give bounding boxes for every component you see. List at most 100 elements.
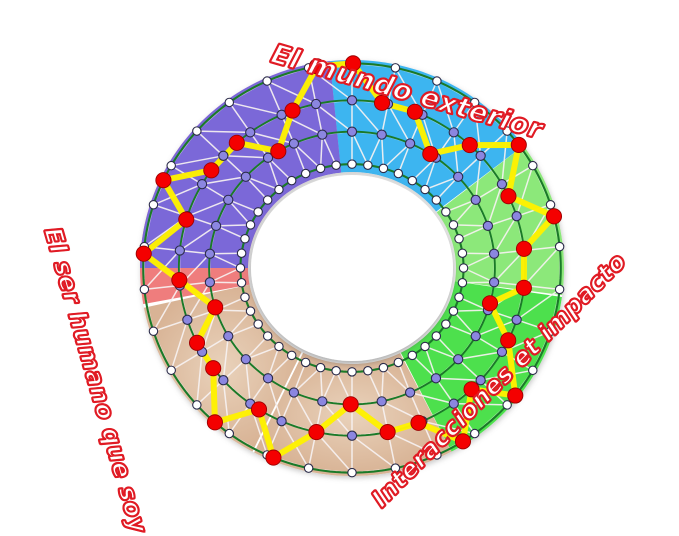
node-ring2[interactable] bbox=[512, 315, 521, 324]
node-selected[interactable] bbox=[208, 300, 223, 315]
node-ring0[interactable] bbox=[432, 332, 440, 340]
node-ring0[interactable] bbox=[241, 235, 249, 243]
node-ring1[interactable] bbox=[377, 130, 386, 139]
node-selected[interactable] bbox=[309, 425, 324, 440]
node-ring3[interactable] bbox=[225, 98, 233, 106]
node-ring1[interactable] bbox=[406, 388, 415, 397]
node-ring0[interactable] bbox=[316, 164, 324, 172]
node-ring3[interactable] bbox=[140, 285, 148, 293]
node-ring2[interactable] bbox=[449, 128, 458, 137]
node-ring0[interactable] bbox=[408, 176, 416, 184]
node-ring0[interactable] bbox=[246, 307, 254, 315]
node-ring0[interactable] bbox=[379, 164, 387, 172]
node-ring1[interactable] bbox=[454, 355, 463, 364]
node-ring0[interactable] bbox=[449, 307, 457, 315]
node-selected[interactable] bbox=[179, 212, 194, 227]
node-selected[interactable] bbox=[271, 144, 286, 159]
node-ring3[interactable] bbox=[529, 161, 537, 169]
node-ring1[interactable] bbox=[483, 221, 492, 230]
node-ring1[interactable] bbox=[431, 374, 440, 383]
node-ring1[interactable] bbox=[263, 374, 272, 383]
node-ring0[interactable] bbox=[455, 293, 463, 301]
node-selected[interactable] bbox=[343, 397, 358, 412]
node-ring0[interactable] bbox=[275, 185, 283, 193]
node-ring0[interactable] bbox=[332, 161, 340, 169]
node-ring3[interactable] bbox=[546, 201, 554, 209]
node-ring2[interactable] bbox=[183, 315, 192, 324]
node-ring0[interactable] bbox=[394, 358, 402, 366]
node-ring0[interactable] bbox=[263, 332, 271, 340]
node-ring2[interactable] bbox=[347, 96, 356, 105]
node-selected[interactable] bbox=[156, 173, 171, 188]
node-ring0[interactable] bbox=[241, 293, 249, 301]
node-ring2[interactable] bbox=[497, 180, 506, 189]
node-ring3[interactable] bbox=[348, 468, 356, 476]
node-ring0[interactable] bbox=[287, 176, 295, 184]
node-ring3[interactable] bbox=[263, 77, 271, 85]
node-ring0[interactable] bbox=[287, 351, 295, 359]
node-ring0[interactable] bbox=[364, 161, 372, 169]
node-ring0[interactable] bbox=[442, 320, 450, 328]
node-ring0[interactable] bbox=[301, 169, 309, 177]
node-ring0[interactable] bbox=[394, 169, 402, 177]
node-ring0[interactable] bbox=[236, 264, 244, 272]
node-ring2[interactable] bbox=[246, 128, 255, 137]
node-ring0[interactable] bbox=[316, 363, 324, 371]
node-ring0[interactable] bbox=[458, 249, 466, 257]
node-ring1[interactable] bbox=[377, 397, 386, 406]
node-ring0[interactable] bbox=[275, 342, 283, 350]
node-ring2[interactable] bbox=[311, 99, 320, 108]
node-ring1[interactable] bbox=[212, 221, 221, 230]
node-ring3[interactable] bbox=[304, 464, 312, 472]
node-ring0[interactable] bbox=[348, 160, 356, 168]
node-ring1[interactable] bbox=[289, 388, 298, 397]
node-ring3[interactable] bbox=[391, 64, 399, 72]
node-ring1[interactable] bbox=[471, 332, 480, 341]
node-ring1[interactable] bbox=[289, 139, 298, 148]
node-selected[interactable] bbox=[266, 450, 281, 465]
node-ring0[interactable] bbox=[455, 235, 463, 243]
node-ring0[interactable] bbox=[379, 363, 387, 371]
node-ring2[interactable] bbox=[219, 376, 228, 385]
node-ring0[interactable] bbox=[348, 368, 356, 376]
node-selected[interactable] bbox=[462, 138, 477, 153]
node-selected[interactable] bbox=[251, 402, 266, 417]
node-selected[interactable] bbox=[380, 424, 395, 439]
node-selected[interactable] bbox=[189, 335, 204, 350]
node-ring1[interactable] bbox=[406, 139, 415, 148]
node-selected[interactable] bbox=[508, 388, 523, 403]
node-ring3[interactable] bbox=[555, 242, 563, 250]
node-ring0[interactable] bbox=[442, 208, 450, 216]
node-ring0[interactable] bbox=[432, 196, 440, 204]
node-ring1[interactable] bbox=[224, 195, 233, 204]
node-selected[interactable] bbox=[482, 296, 497, 311]
node-ring0[interactable] bbox=[458, 279, 466, 287]
node-ring2[interactable] bbox=[512, 212, 521, 221]
node-ring3[interactable] bbox=[471, 429, 479, 437]
node-ring0[interactable] bbox=[254, 208, 262, 216]
node-ring1[interactable] bbox=[205, 249, 214, 258]
node-ring1[interactable] bbox=[241, 172, 250, 181]
node-selected[interactable] bbox=[204, 163, 219, 178]
node-ring1[interactable] bbox=[454, 172, 463, 181]
node-ring0[interactable] bbox=[237, 249, 245, 257]
node-ring3[interactable] bbox=[193, 401, 201, 409]
node-ring3[interactable] bbox=[193, 127, 201, 135]
node-selected[interactable] bbox=[172, 272, 187, 287]
node-ring0[interactable] bbox=[263, 196, 271, 204]
node-selected[interactable] bbox=[285, 103, 300, 118]
node-selected[interactable] bbox=[516, 280, 531, 295]
node-ring2[interactable] bbox=[476, 151, 485, 160]
node-selected[interactable] bbox=[206, 361, 221, 376]
node-selected[interactable] bbox=[207, 415, 222, 430]
node-ring1[interactable] bbox=[224, 332, 233, 341]
node-ring1[interactable] bbox=[318, 130, 327, 139]
node-selected[interactable] bbox=[423, 146, 438, 161]
node-ring1[interactable] bbox=[347, 127, 356, 136]
node-ring1[interactable] bbox=[318, 397, 327, 406]
node-ring0[interactable] bbox=[364, 367, 372, 375]
node-ring0[interactable] bbox=[332, 367, 340, 375]
node-selected[interactable] bbox=[516, 241, 531, 256]
node-ring0[interactable] bbox=[421, 342, 429, 350]
node-ring2[interactable] bbox=[175, 246, 184, 255]
